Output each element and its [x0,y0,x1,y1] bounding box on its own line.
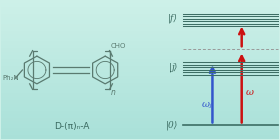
Bar [1,101,279,105]
Bar [1,1,279,4]
Text: ωⱼ: ωⱼ [202,100,212,109]
Bar [1,122,279,125]
Bar [1,63,279,66]
Bar [1,129,279,132]
Bar [1,4,279,8]
Bar [1,94,279,98]
Bar [1,46,279,49]
Text: n: n [111,88,116,97]
Bar [1,35,279,39]
Bar [1,53,279,56]
Bar [1,87,279,91]
Bar [1,18,279,21]
Text: |f⟩: |f⟩ [168,14,178,24]
Bar [1,125,279,129]
Bar [1,80,279,84]
Text: ω: ω [246,88,254,97]
Bar [1,11,279,15]
Bar [1,112,279,115]
Bar [1,15,279,18]
Bar [1,105,279,108]
Bar [1,60,279,63]
Bar [1,28,279,32]
Bar [1,25,279,28]
Bar [1,84,279,87]
Bar [1,8,279,11]
Bar [1,21,279,25]
Bar [1,32,279,35]
Bar [1,39,279,42]
Bar [1,74,279,77]
Bar [1,108,279,112]
Bar [1,136,279,139]
Text: |j⟩: |j⟩ [168,62,178,72]
Text: CHO: CHO [111,43,126,49]
Bar [1,132,279,136]
Bar [1,91,279,94]
Bar [1,70,279,74]
Bar [1,56,279,60]
Bar [1,42,279,46]
Text: |0⟩: |0⟩ [165,121,178,130]
Bar [1,49,279,53]
Bar [1,115,279,119]
Bar [1,98,279,101]
Bar [1,119,279,122]
Bar [1,77,279,80]
Text: D-(π)ₙ-A: D-(π)ₙ-A [54,122,89,131]
Text: Ph₂N: Ph₂N [2,75,19,81]
Bar [1,66,279,70]
